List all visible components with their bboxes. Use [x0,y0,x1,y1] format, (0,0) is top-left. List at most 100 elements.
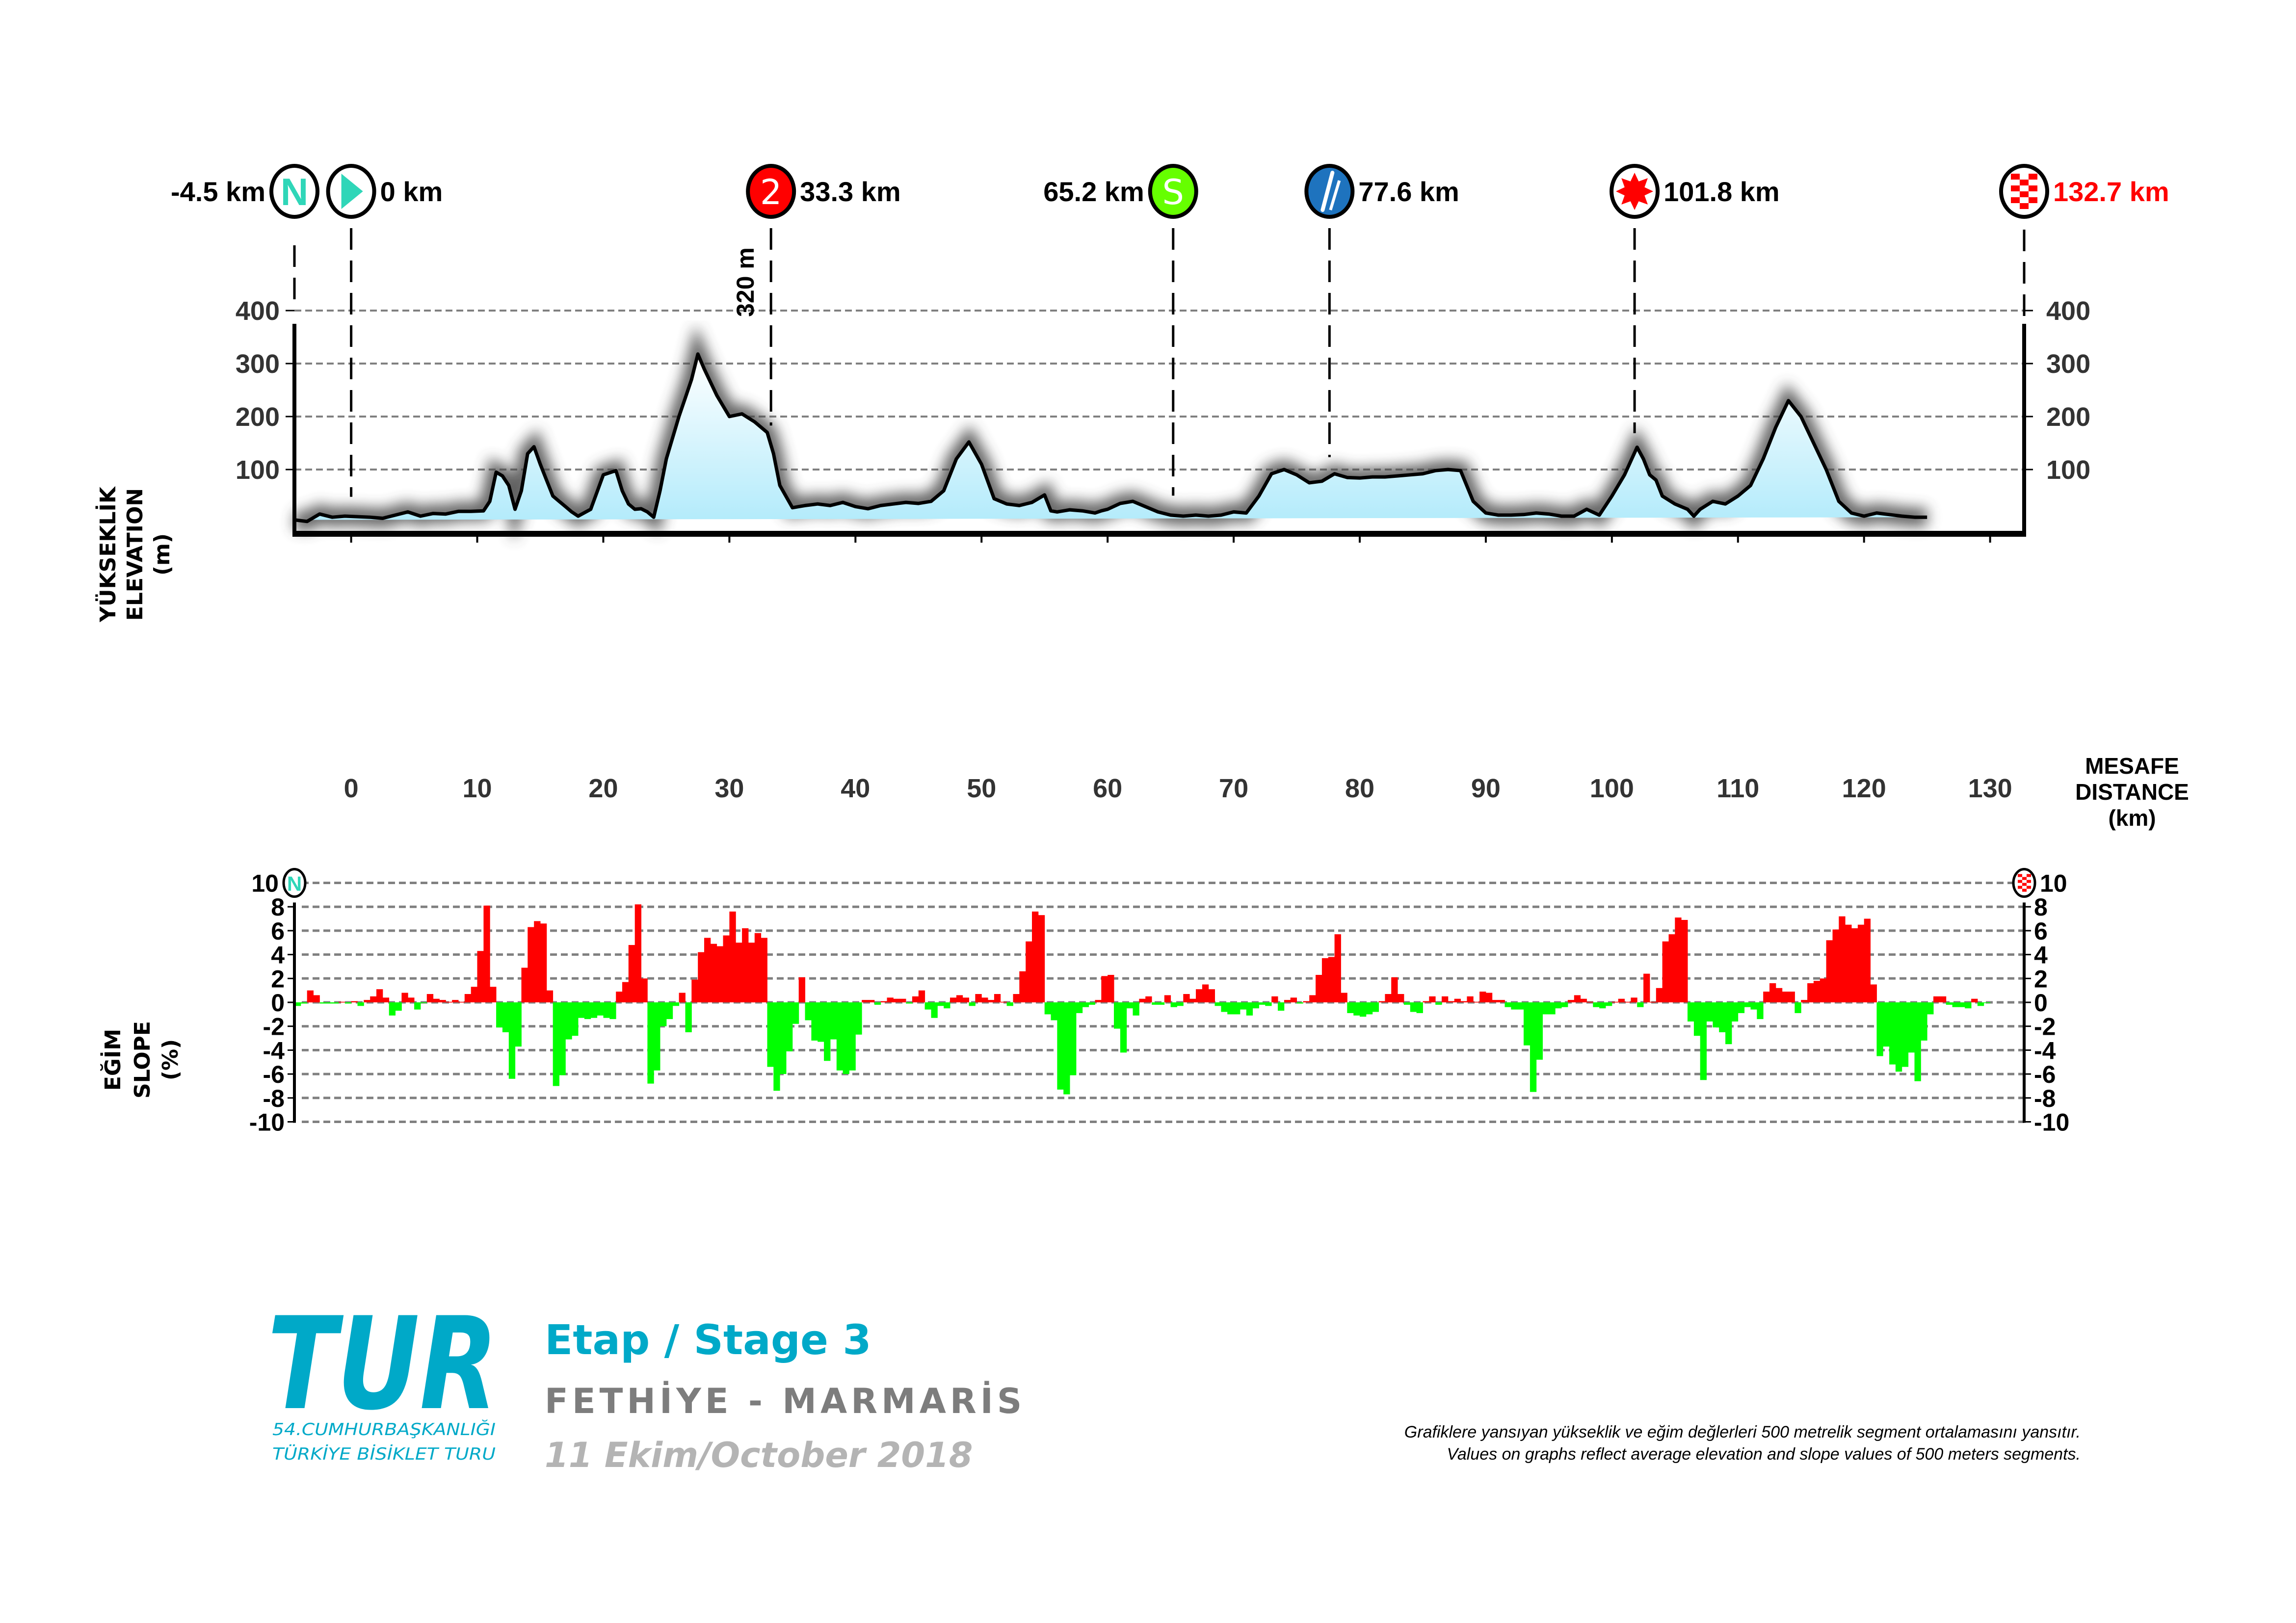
elevation-fill [294,354,1927,522]
slope-bar-descent [1372,1002,1379,1012]
slope-bar-climb [698,952,705,1002]
slope-bar-climb [1580,998,1587,1002]
slope-bar-climb [1038,915,1045,1002]
elevation-axis-title-line3: (m) [150,533,175,576]
slope-bar-climb [338,1001,345,1003]
slope-bar-climb [710,943,717,1002]
slope-bar-climb [950,997,957,1002]
slope-bar-descent [1901,1002,1909,1067]
slope-bar-climb [458,1001,465,1003]
distance-tick-label: 20 [588,774,618,803]
marker-badge [746,164,796,219]
slope-bar-descent [597,1002,604,1016]
slope-bar-descent [319,1002,326,1004]
slope-bar-climb [1183,994,1190,1002]
slope-bar-descent [792,1002,799,1024]
marker-glyph [2022,883,2027,886]
slope-bar-climb [1618,998,1625,1002]
slope-bar-descent [1688,1002,1694,1021]
finish-flag-icon [1999,164,2049,219]
slope-bar-climb [483,905,490,1002]
slope-bar-descent [1214,1002,1221,1006]
distance-x-ticks: 0 10 20 30 40 50 60 70 80 90 100 110 120 130 [344,534,2012,803]
slope-bar-descent [1353,1002,1360,1016]
slope-bar-climb [862,1000,869,1002]
slope-bars [294,904,1991,1095]
slope-bar-climb [1309,995,1316,1002]
slope-bar-descent [937,1002,944,1006]
slope-bar-climb [1649,1001,1657,1003]
slope-bar-descent [1057,1002,1064,1090]
distance-axis-title-line1: MESAFE [2085,753,2179,779]
slope-bar-climb [376,989,383,1002]
marker-glyph [2011,174,2020,180]
elevation-tick-label: 400 [2046,296,2090,326]
slope-bar-climb [382,997,390,1002]
slope-bar-climb [880,1001,887,1002]
marker-glyph: 2 [760,172,782,212]
elevation-y-ticks: 100 100 200 200 300 300 400 400 [236,296,2090,485]
marker-neutral-start: N -4.5 km [171,164,319,219]
slope-bar-descent [344,1002,352,1004]
slope-bar-climb [546,990,554,1003]
slope-bar-descent [1958,1002,1965,1007]
slope-bar-descent [1177,1002,1184,1006]
slope-bar-climb [1643,973,1650,1002]
marker-glyph: N [281,170,308,213]
slope-bar-descent [773,1002,780,1091]
slope-bar-descent [685,1002,692,1032]
slope-bar-climb [1479,992,1486,1002]
slope-bar-descent [1240,1002,1247,1010]
elevation-axis-title-line2: ELEVATION [123,488,148,621]
slope-bar-descent [1713,1002,1719,1028]
marker-distance-label: 65.2 km [1043,176,1144,207]
slope-bar-climb [534,921,541,1002]
elevation-gridlines [294,310,2024,471]
slope-bar-descent [1296,1002,1303,1004]
marker-glyph [2020,203,2029,209]
slope-bar-descent [332,1002,339,1004]
marker-glyph [2011,185,2020,191]
slope-axes: N [282,868,2036,1123]
slope-bar-descent [1511,1002,1518,1010]
slope-bar-climb [1101,976,1108,1002]
slope-bar-descent [1921,1002,1927,1041]
slope-bar-descent [1227,1002,1234,1015]
distance-tick-label: 120 [1842,774,1886,803]
slope-tick-label: 10 [2040,870,2067,897]
slope-bar-descent [502,1002,509,1032]
marker-category-2-climb: 2 33.3 km [746,164,901,219]
slope-tick-label: -8 [2034,1085,2056,1112]
finish-flag-icon [2012,868,2036,898]
slope-bar-descent [1524,1002,1531,1046]
slope-bar-descent [565,1002,572,1040]
stage-date: 11 Ekim/October 2018 [545,1435,973,1475]
slope-bar-climb [1832,929,1839,1002]
marker-glyph [2022,877,2027,880]
slope-bar-climb [962,997,969,1002]
slope-bar-descent [1076,1002,1083,1013]
slope-bar-climb [1656,988,1663,1002]
slope-bar-descent [294,1002,301,1006]
slope-axis-title-line3: (%) [158,1039,183,1080]
distance-tick-label: 40 [841,774,870,803]
slope-bar-climb [716,946,723,1002]
footer: TUR 54.CUMHURBAŞKANLIĞI TÜRKİYE BİSİKLET… [267,1290,2081,1475]
slope-bar-descent [1977,1002,1984,1006]
slope-bar-descent [1265,1002,1272,1006]
slope-bar-descent [609,1002,616,1020]
slope-bar-climb [540,923,547,1002]
slope-bar-climb [1813,981,1821,1002]
slope-bar-descent [1693,1002,1701,1036]
slope-bar-descent [1914,1002,1921,1081]
distance-tick-label: 100 [1590,774,1634,803]
slope-bar-descent [1883,1002,1890,1047]
slope-bar-descent [1246,1002,1253,1016]
elevation-axis-title-line1: YÜKSEKLİK [95,486,121,623]
slope-bar-climb [761,938,767,1002]
slope-tick-label: -2 [263,1013,285,1041]
marker-glyph [2020,180,2029,185]
slope-bar-climb [742,928,749,1002]
slope-bar-climb [912,996,919,1002]
slope-tick-label: 4 [2034,942,2048,969]
